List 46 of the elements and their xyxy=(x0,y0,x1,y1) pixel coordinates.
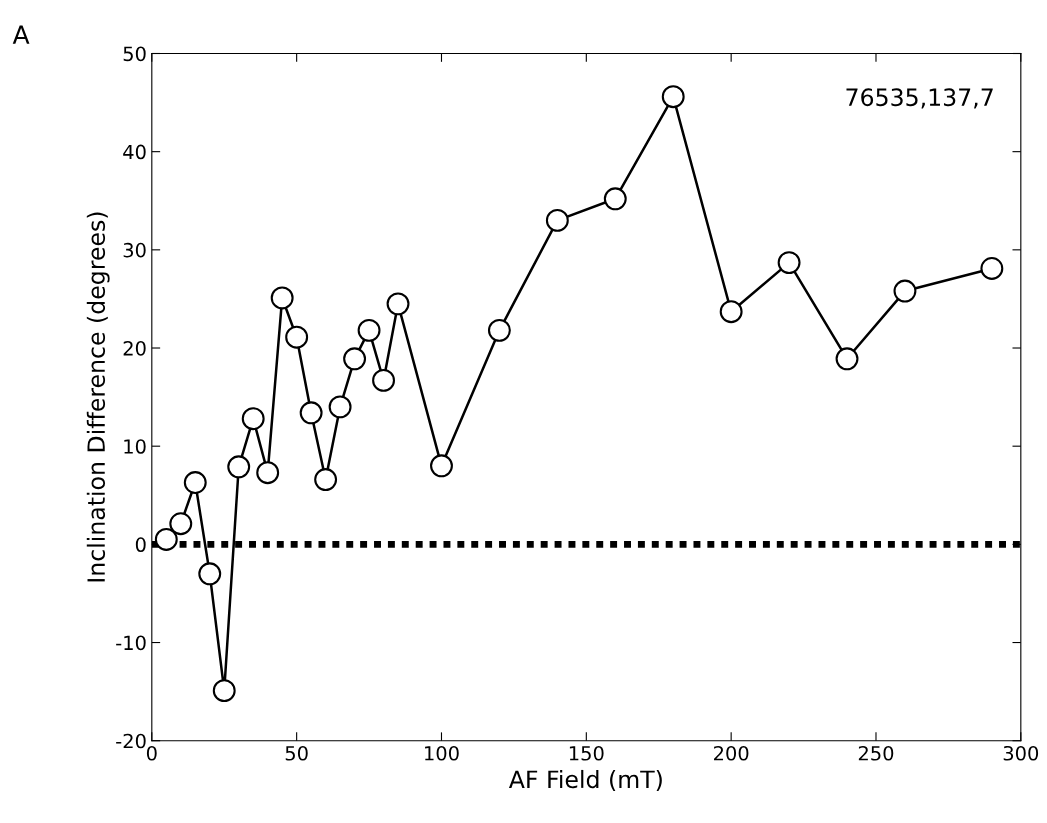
annotation: 76535,137,7 xyxy=(846,88,993,109)
point xyxy=(212,679,236,703)
x-tick-label: 300 xyxy=(1003,745,1039,761)
point xyxy=(835,347,859,371)
x-tick-label: 100 xyxy=(425,745,459,761)
y-tick-label: 20 xyxy=(123,340,146,356)
x-tick-label: 250 xyxy=(858,745,894,761)
point xyxy=(314,468,338,492)
y-tick-label: 0 xyxy=(135,537,146,553)
x-tick-label: 200 xyxy=(714,745,749,761)
point xyxy=(183,471,207,494)
y-tick-label: 50 xyxy=(123,46,146,62)
y-tick-label: -10 xyxy=(116,635,146,651)
text: A xyxy=(12,25,30,44)
point xyxy=(372,368,396,392)
x-tick-label: 150 xyxy=(569,745,604,761)
y-tick-label: -20 xyxy=(116,733,146,749)
point xyxy=(980,257,1004,280)
point xyxy=(169,512,193,536)
point xyxy=(299,401,323,425)
point xyxy=(154,527,178,551)
point xyxy=(256,461,280,485)
y-tick-label: 10 xyxy=(124,439,146,454)
point xyxy=(430,454,453,478)
point xyxy=(227,455,251,479)
y-axis-title: Inclination Difference (degrees) xyxy=(86,212,110,582)
y-tick-label: 40 xyxy=(123,144,146,160)
point xyxy=(545,208,569,232)
point xyxy=(661,85,685,109)
point xyxy=(241,407,265,431)
point xyxy=(343,347,367,371)
point xyxy=(487,318,511,342)
point xyxy=(357,318,381,342)
x-axis-title: AF Field (mT) xyxy=(508,769,662,791)
point xyxy=(328,395,352,419)
point xyxy=(719,300,743,324)
point xyxy=(270,286,294,310)
point xyxy=(893,279,917,303)
point xyxy=(285,325,309,349)
x-tick-label: 50 xyxy=(285,745,308,761)
point xyxy=(198,562,222,586)
point xyxy=(777,251,801,275)
y-tick-label: 30 xyxy=(123,242,146,258)
point xyxy=(603,187,627,211)
point xyxy=(386,292,410,316)
x-tick-label: 0 xyxy=(146,745,157,761)
